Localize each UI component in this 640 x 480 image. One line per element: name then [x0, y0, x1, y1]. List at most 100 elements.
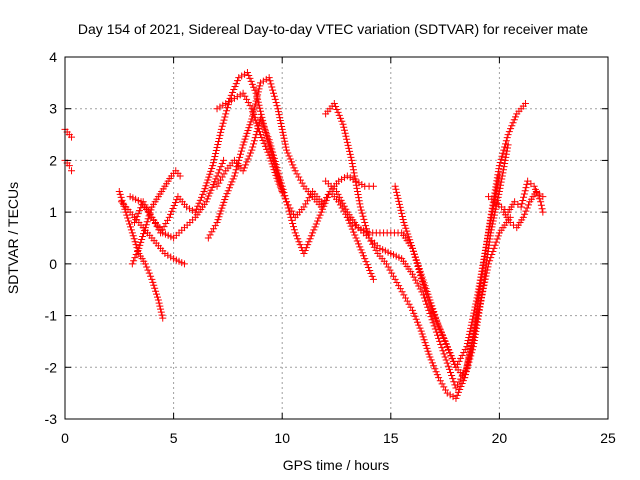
data-point [509, 119, 517, 127]
data-point [193, 205, 201, 213]
data-point [216, 166, 224, 174]
data-point [423, 300, 431, 308]
data-point [395, 282, 403, 290]
data-point [443, 359, 451, 367]
data-point [395, 197, 403, 205]
data-point [487, 229, 495, 237]
data-point [336, 193, 344, 201]
data-point [491, 241, 499, 249]
data-point [422, 285, 430, 293]
data-point [229, 88, 237, 96]
data-point [199, 190, 207, 198]
data-point [333, 105, 341, 113]
data-point [422, 341, 430, 349]
data-point [496, 184, 504, 192]
data-point [289, 220, 297, 228]
data-point [260, 139, 268, 147]
data-point [137, 238, 145, 246]
data-point [491, 208, 499, 216]
data-point [157, 305, 165, 313]
data-point [455, 378, 463, 386]
data-point [335, 111, 343, 119]
data-point [164, 216, 172, 224]
data-point [349, 166, 357, 174]
data-point [262, 75, 270, 83]
data-point [65, 162, 73, 170]
data-point [250, 137, 258, 145]
data-point [222, 193, 230, 201]
data-point [283, 146, 291, 154]
data-point [129, 232, 137, 240]
data-point [254, 88, 262, 96]
data-point [446, 391, 454, 399]
data-point [449, 357, 457, 365]
data-point [420, 279, 428, 287]
series-sat-i [213, 89, 325, 221]
data-point [332, 102, 340, 110]
data-point [435, 322, 443, 330]
data-point [408, 241, 416, 249]
data-point [255, 85, 263, 93]
data-point [231, 169, 239, 177]
data-point [355, 240, 363, 248]
data-point [519, 197, 527, 205]
data-point [347, 222, 355, 230]
data-point [285, 152, 293, 160]
data-point [218, 122, 226, 130]
data-point [203, 195, 211, 203]
series-sat-b [61, 156, 76, 175]
data-point [405, 300, 413, 308]
data-point [338, 117, 346, 125]
data-point [458, 380, 466, 388]
data-point [466, 327, 474, 335]
data-point [265, 74, 273, 82]
data-point [355, 197, 363, 205]
data-point [209, 181, 217, 189]
data-point [477, 297, 485, 305]
data-point [273, 102, 281, 110]
data-point [342, 205, 350, 213]
data-point [452, 394, 460, 402]
data-point [253, 94, 261, 102]
data-point [215, 134, 223, 142]
data-point [208, 183, 216, 191]
data-point [389, 272, 397, 280]
data-point [351, 172, 359, 180]
data-point [221, 196, 229, 204]
data-point [437, 328, 445, 336]
data-point [302, 244, 310, 252]
data-point [115, 187, 123, 195]
data-point [144, 266, 152, 274]
data-point [505, 128, 513, 136]
data-point [128, 229, 136, 237]
data-point [158, 226, 166, 234]
data-point [319, 205, 327, 213]
data-point [392, 185, 400, 193]
data-point [143, 218, 151, 226]
data-point [277, 179, 285, 187]
data-point [151, 284, 159, 292]
data-point [119, 199, 127, 207]
data-point [339, 120, 347, 128]
data-point [278, 182, 286, 190]
data-point [134, 210, 142, 218]
data-point [118, 196, 126, 204]
data-point [434, 319, 442, 327]
data-point [284, 204, 292, 212]
data-point [274, 105, 282, 113]
data-point [443, 389, 451, 397]
data-point [369, 182, 377, 190]
data-point [433, 316, 441, 324]
data-point [316, 211, 324, 219]
data-point [202, 182, 210, 190]
data-point [369, 275, 377, 283]
data-point [149, 278, 157, 286]
data-point [458, 351, 466, 359]
data-point [162, 220, 170, 228]
data-point [279, 185, 287, 193]
data-point [219, 201, 227, 209]
data-point [213, 172, 221, 180]
data-point [314, 217, 322, 225]
data-point [525, 201, 533, 209]
data-point [216, 103, 224, 111]
